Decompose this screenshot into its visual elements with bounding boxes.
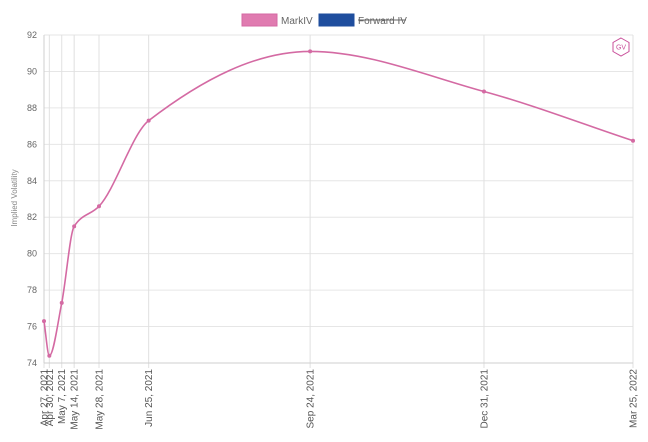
legend-label-markiv[interactable]: MarkIV bbox=[281, 16, 313, 27]
legend-swatch-forward-iv[interactable] bbox=[318, 13, 355, 27]
data-point-markiv[interactable] bbox=[72, 224, 77, 229]
x-tick-label: May 7, 2021 bbox=[57, 369, 68, 424]
y-tick-label: 74 bbox=[27, 358, 37, 368]
series-points-markiv bbox=[42, 49, 635, 358]
x-tick-label: Jun 25, 2021 bbox=[144, 369, 155, 427]
y-tick-label: 86 bbox=[27, 139, 37, 149]
x-tick-label: Apr 30, 2021 bbox=[45, 369, 56, 427]
data-point-markiv[interactable] bbox=[59, 300, 64, 305]
data-point-markiv[interactable] bbox=[146, 118, 151, 123]
y-tick-label: 92 bbox=[27, 30, 37, 40]
y-tick-label: 88 bbox=[27, 103, 37, 113]
x-tick-label: May 14, 2021 bbox=[70, 369, 81, 430]
y-axis-label: Implied Volatility bbox=[10, 169, 19, 226]
y-tick-label: 76 bbox=[27, 322, 37, 332]
y-axis-ticks: 74 76 78 80 82 84 86 88 90 92 bbox=[27, 30, 37, 368]
grid bbox=[43, 34, 634, 368]
data-point-markiv[interactable] bbox=[481, 89, 486, 94]
x-tick-label: Dec 31, 2021 bbox=[479, 369, 490, 429]
legend-label-forward-iv[interactable]: Forward IV bbox=[358, 16, 407, 27]
y-tick-label: 90 bbox=[27, 66, 37, 76]
y-tick-label: 78 bbox=[27, 285, 37, 295]
data-point-markiv[interactable] bbox=[631, 138, 635, 143]
y-tick-label: 84 bbox=[27, 176, 37, 186]
y-tick-label: 80 bbox=[27, 249, 37, 259]
data-point-markiv[interactable] bbox=[47, 353, 52, 358]
x-tick-label: Mar 25, 2022 bbox=[629, 369, 640, 428]
data-point-markiv[interactable] bbox=[308, 49, 313, 54]
logo-text: GV bbox=[616, 45, 626, 52]
gv-hexagon-logo-icon: GV bbox=[612, 37, 630, 57]
x-tick-label: Apr 27, 2021 bbox=[40, 369, 51, 427]
legend: MarkIV Forward IV bbox=[241, 13, 407, 27]
data-point-markiv[interactable] bbox=[42, 319, 46, 324]
x-tick-label: May 28, 2021 bbox=[94, 369, 105, 430]
series-line-markiv bbox=[43, 50, 634, 357]
data-point-markiv[interactable] bbox=[96, 204, 101, 209]
legend-swatch-markiv[interactable] bbox=[241, 13, 278, 27]
x-tick-label: Sep 24, 2021 bbox=[306, 369, 317, 429]
y-tick-label: 82 bbox=[27, 212, 37, 222]
